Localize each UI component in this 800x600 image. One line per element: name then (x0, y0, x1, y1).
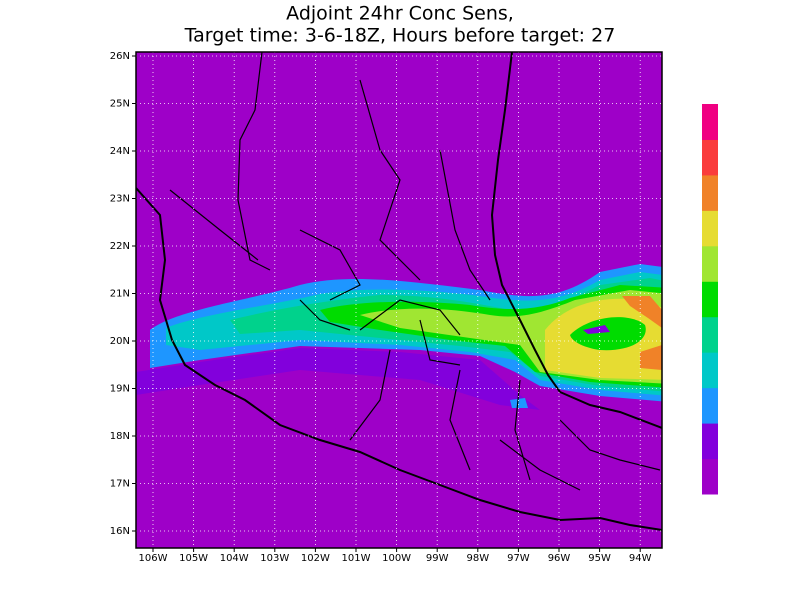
lat-label: 21N (110, 289, 130, 300)
lon-label: 104W (220, 553, 249, 564)
lon-label: 99W (426, 553, 449, 564)
lon-label: 105W (179, 553, 208, 564)
colorbar-segment (702, 387, 718, 424)
plume (136, 264, 662, 410)
colorbar-segment (702, 245, 718, 282)
lat-label: 16N (110, 526, 130, 537)
lon-label: 98W (466, 553, 489, 564)
colorbar-segment (702, 210, 718, 247)
colorbar-segment (702, 423, 718, 460)
lon-label: 96W (548, 553, 571, 564)
lat-label: 26N (110, 51, 130, 62)
lon-label: 95W (588, 553, 611, 564)
colorbar-segment (702, 281, 718, 318)
title-line: Adjoint 24hr Conc Sens, (286, 3, 514, 25)
coastlines (136, 52, 662, 531)
lon-label: 100W (382, 553, 411, 564)
lat-label: 24N (110, 146, 130, 157)
colorbar-segment (702, 139, 718, 176)
grid (132, 52, 662, 552)
lon-label: 97W (507, 553, 530, 564)
map-frame (135, 51, 663, 549)
lat-label: 23N (110, 194, 130, 205)
lon-label: 94W (629, 553, 652, 564)
lat-label: 20N (110, 336, 130, 347)
colorbar-segment (702, 316, 718, 353)
colorbar-segment (702, 104, 718, 140)
lat-label: 19N (110, 384, 130, 395)
lat-label: 18N (110, 431, 130, 442)
lat-label: 25N (110, 99, 130, 110)
lon-label: 103W (260, 553, 289, 564)
colorbar-segment (702, 174, 718, 211)
colorbar (702, 104, 718, 495)
lat-label: 22N (110, 241, 130, 252)
lon-label: 106W (139, 553, 168, 564)
colorbar-segment (702, 458, 718, 495)
lon-label: 101W (342, 553, 371, 564)
lon-label: 102W (301, 553, 330, 564)
colorbar-segment (702, 352, 718, 389)
lat-label: 17N (110, 479, 130, 490)
title-line: Target time: 3-6-18Z, Hours before targe… (184, 25, 616, 47)
